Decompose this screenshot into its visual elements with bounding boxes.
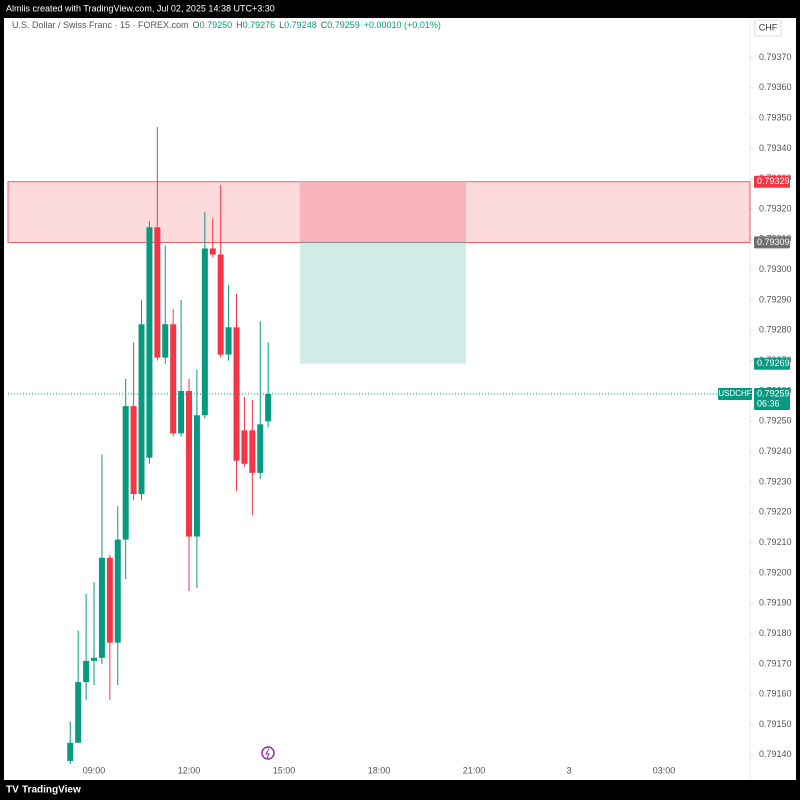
candle-body	[106, 557, 113, 643]
price-tag-label: 0.79329	[757, 176, 790, 186]
candle-body	[114, 539, 121, 643]
legend-item: C	[321, 20, 328, 30]
y-tick-label: 0.79360	[759, 82, 792, 92]
candle-body	[186, 390, 193, 537]
currency-box[interactable]	[754, 19, 782, 37]
x-tick-label: 12:00	[178, 765, 201, 775]
target-area	[299, 242, 467, 364]
legend: U.S. Dollar / Swiss Franc · 15 · FOREX.c…	[12, 20, 441, 30]
y-tick-label: 0.79140	[759, 749, 792, 759]
x-tick-label: 21:00	[463, 765, 486, 775]
candle-body	[249, 430, 256, 473]
logo-icon: TV	[6, 785, 19, 796]
y-tick-label: 0.79180	[759, 628, 792, 638]
y-tick-label: 0.79300	[759, 264, 792, 274]
x-tick-label: 18:00	[368, 765, 391, 775]
y-tick-label: 0.79320	[759, 203, 792, 213]
candle-body	[225, 327, 232, 355]
candle-body	[154, 227, 161, 358]
y-tick-label: 0.79370	[759, 52, 792, 62]
last-price-tag	[754, 388, 790, 411]
symbol: USDCHF	[718, 389, 751, 398]
candle-body	[217, 254, 224, 355]
y-tick-label: 0.79340	[759, 143, 792, 153]
footer-logo: TradingView	[22, 785, 81, 796]
y-tick-label: 0.79160	[759, 689, 792, 699]
currency: CHF	[759, 22, 778, 32]
candle-body	[122, 406, 129, 540]
candle-body	[241, 430, 248, 464]
legend-item: 0.79248	[284, 20, 317, 30]
price-tag-label: 0.79269	[757, 358, 790, 368]
legend-item: U.S. Dollar / Swiss Franc · 15 · FOREX.c…	[12, 20, 189, 30]
legend-item: +0.00010 (+0.01%)	[364, 20, 441, 30]
legend-item: L	[279, 20, 284, 30]
candle-body	[257, 424, 264, 473]
legend-item: 0.79276	[243, 20, 276, 30]
y-tick-label: 0.79150	[759, 719, 792, 729]
candle-body	[138, 324, 145, 495]
candle-body	[91, 657, 98, 661]
price-tag	[754, 175, 790, 188]
y-tick-label: 0.79220	[759, 507, 792, 517]
symbol-tag	[718, 388, 752, 401]
legend-item: H	[236, 20, 243, 30]
x-tick-label: 15:00	[273, 765, 296, 775]
legend-item: 0.79259	[327, 20, 360, 30]
candle-body	[170, 324, 177, 434]
y-tick-label: 0.79190	[759, 598, 792, 608]
countdown: 06:36	[757, 398, 780, 408]
plot-background	[4, 18, 796, 780]
candle-body	[98, 557, 105, 658]
credit: Almiis created with TradingView.com, Jul…	[6, 3, 275, 13]
y-tick-label: 0.79240	[759, 446, 792, 456]
candle-body	[209, 248, 216, 255]
y-tick-label: 0.79350	[759, 112, 792, 122]
y-tick-label: 0.79250	[759, 416, 792, 426]
event-icon-bolt	[265, 748, 270, 759]
candle-body	[146, 227, 153, 458]
y-tick-label: 0.79290	[759, 294, 792, 304]
last-price-label: 0.79259	[757, 388, 790, 398]
candle-body	[67, 742, 74, 761]
stop-area	[299, 181, 467, 243]
y-tick-label: 0.79230	[759, 476, 792, 486]
event-icon[interactable]	[261, 746, 275, 760]
y-tick-label: 0.79280	[759, 325, 792, 335]
x-tick-label: 3	[566, 765, 571, 775]
y-tick-label: 0.79200	[759, 567, 792, 577]
legend-item: 0.79250	[200, 20, 233, 30]
candle-body	[75, 682, 82, 743]
candle-body	[83, 660, 90, 683]
legend-item: O	[193, 20, 200, 30]
price-tag-label: 0.79309	[757, 237, 790, 247]
candle-body	[178, 390, 185, 434]
candle-body	[162, 324, 169, 358]
x-tick-label: 03:00	[653, 765, 676, 775]
candle-body	[193, 415, 200, 537]
candle-body	[130, 406, 137, 495]
candle-body	[265, 394, 272, 422]
y-tick-label: 0.79170	[759, 658, 792, 668]
candle-body	[201, 248, 208, 416]
y-tick-label: 0.79210	[759, 537, 792, 547]
price-tag	[754, 357, 790, 370]
price-tag	[754, 236, 790, 249]
x-tick-label: 09:00	[83, 765, 106, 775]
